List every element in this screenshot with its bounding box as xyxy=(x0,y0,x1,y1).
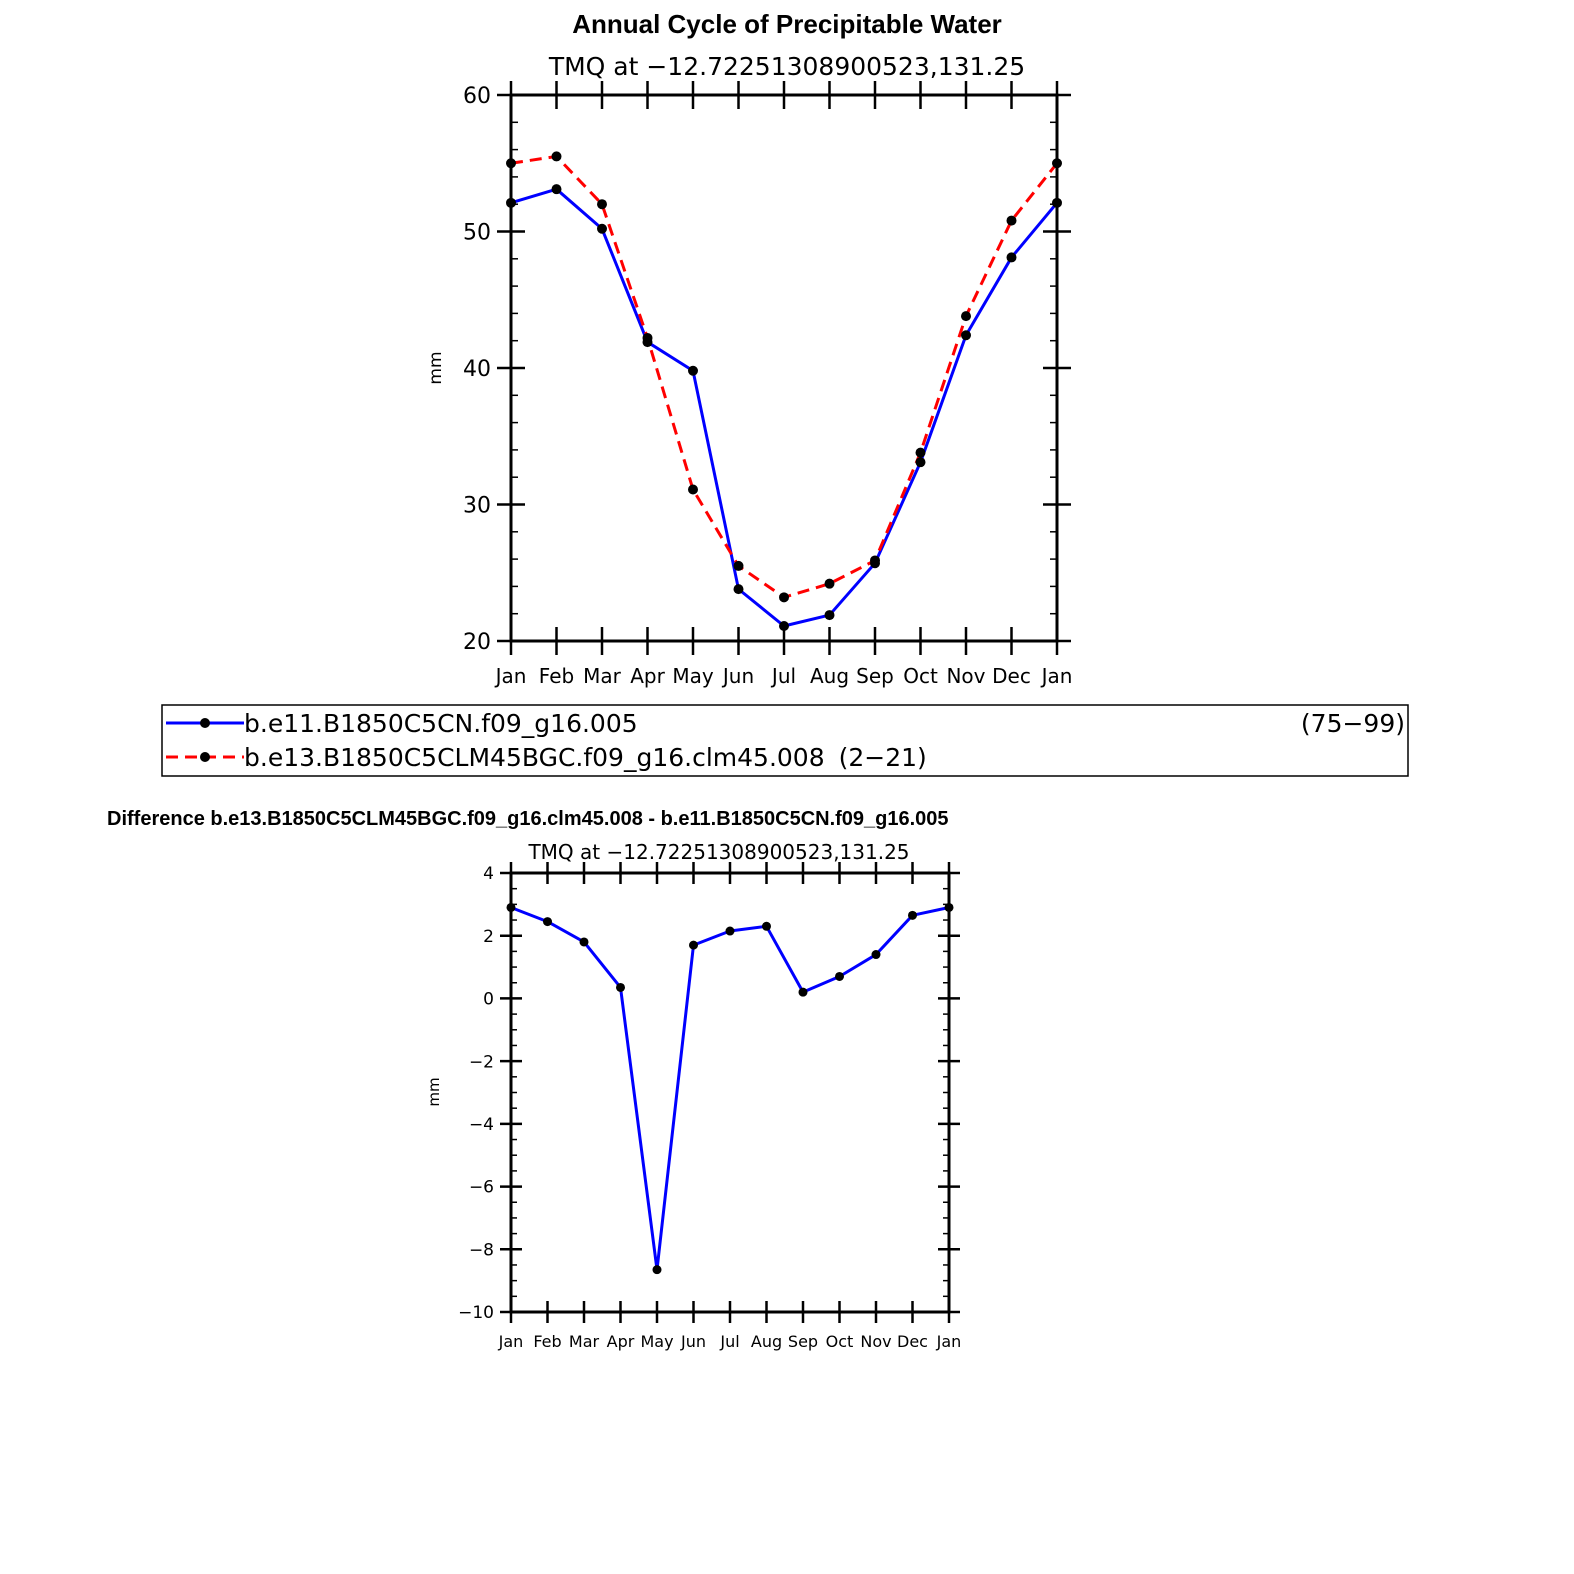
chart1-series2-point xyxy=(597,199,607,210)
chart1-series2-point xyxy=(506,158,516,169)
chart1-xtick-label: Aug xyxy=(810,664,849,688)
chart1-xtick-label: Dec xyxy=(992,664,1031,688)
chart2-series1-point xyxy=(689,940,698,950)
chart2-series1-point xyxy=(871,950,881,960)
chart1-series2-point xyxy=(824,578,835,589)
legend-series1-marker xyxy=(200,718,210,728)
chart2-xtick-label: Oct xyxy=(826,1332,854,1351)
chart2-plot-area: −10 −8 −6 −4 −2 0 2 4 Jan Feb Mar Apr May Jun Jul Aug Se… xyxy=(458,862,961,1351)
chart1-series1-point xyxy=(824,610,835,621)
chart1-xtick-label: Feb xyxy=(539,664,574,688)
chart1-series1-point xyxy=(961,330,971,341)
chart2-ytick-label: −8 xyxy=(469,1240,494,1260)
chart2-series1-point xyxy=(543,917,552,927)
chart1-xtick-label: May xyxy=(672,664,714,688)
chart2-ytick-label: −4 xyxy=(469,1115,494,1135)
chart1-plot-area: 20 30 40 50 60 Jan Feb Mar Apr May Jun Jul Aug Sep Oct… xyxy=(463,81,1072,688)
chart2-series1-point xyxy=(908,910,917,920)
chart1-series1-point xyxy=(597,223,607,234)
chart2-ytick-label: 4 xyxy=(483,864,494,884)
chart2-series1-point xyxy=(798,987,808,997)
chart2-xtick-label: May xyxy=(640,1332,673,1351)
chart1-series1-point xyxy=(779,620,789,631)
chart1-series1-point xyxy=(1052,197,1062,208)
chart2-xtick-label: Jan xyxy=(498,1332,524,1351)
chart1-ylabel: mm xyxy=(426,351,446,384)
chart1-series1-point xyxy=(915,457,926,468)
legend-series2-name: b.e13.B1850C5CLM45BGC.f09_g16.clm45.008 xyxy=(244,743,825,772)
chart2-xtick-label: Sep xyxy=(788,1332,818,1351)
chart1-series1-point xyxy=(1006,252,1017,263)
chart1-frame xyxy=(509,93,1059,643)
chart2-ytick-label: −2 xyxy=(469,1052,494,1072)
chart1-series2-point xyxy=(961,311,971,322)
chart1-ytick-label: 30 xyxy=(463,493,491,518)
chart2-series1-point xyxy=(652,1265,662,1275)
chart2-ytick-label: −6 xyxy=(469,1178,494,1198)
chart2-series1-point xyxy=(616,982,625,992)
chart1-xtick-label: Mar xyxy=(583,664,622,688)
chart2-series1-point xyxy=(579,937,589,947)
chart1-ytick-label: 40 xyxy=(463,357,491,382)
chart2-ylabel: mm xyxy=(425,1077,443,1106)
chart2-series-line-1 xyxy=(510,906,950,1272)
chart2-ytick-label: 2 xyxy=(483,927,494,947)
legend-series2-years: (2−21) xyxy=(839,743,927,772)
chart1-xtick-label: Jan xyxy=(1040,664,1073,688)
chart1-xtick-label: Nov xyxy=(946,664,985,688)
legend-series1-years: (75−99) xyxy=(1301,709,1405,738)
chart2-ytick-label: −10 xyxy=(458,1303,494,1323)
chart1-series2-point xyxy=(733,560,744,571)
chart1-series2-point xyxy=(915,447,926,458)
legend-series2-label: b.e13.B1850C5CLM45BGC.f09_g16.clm45.008 (… xyxy=(244,743,927,772)
chart1-subtitle: TMQ at −12.72251308900523,131.25 xyxy=(548,52,1025,81)
chart2-subtitle: TMQ at −12.72251308900523,131.25 xyxy=(527,840,909,864)
chart2-series1-point xyxy=(506,902,516,912)
chart1-series1-point xyxy=(733,584,744,595)
chart2-xtick-label: Apr xyxy=(607,1332,635,1351)
chart1-series2-point xyxy=(779,592,789,603)
chart2-xtick-label: Mar xyxy=(569,1332,600,1351)
legend: b.e11.B1850C5CN.f09_g16.005 (75−99) b.e1… xyxy=(161,704,1409,777)
legend-box xyxy=(161,704,1409,777)
chart1-series2-point xyxy=(1006,215,1017,226)
chart1-xtick-label: Oct xyxy=(903,664,938,688)
chart1-series1-point xyxy=(551,184,562,195)
chart2-xtick-label: Nov xyxy=(860,1332,891,1351)
chart2-xtick-label: Dec xyxy=(897,1332,928,1351)
legend-series1-label: b.e11.B1850C5CN.f09_g16.005 xyxy=(244,709,638,738)
chart1-series2-point xyxy=(1052,158,1062,169)
legend-series2-marker xyxy=(200,752,210,762)
chart2-xtick-label: Jan xyxy=(936,1332,962,1351)
chart1-xtick-label: Jul xyxy=(770,664,796,688)
chart1-series-line-1 xyxy=(510,187,1059,628)
chart2-xtick-label: Feb xyxy=(533,1332,561,1351)
chart1-ytick-label: 20 xyxy=(463,630,491,655)
chart1-series2-point xyxy=(551,151,562,162)
chart1-ytick-label: 60 xyxy=(463,84,491,109)
chart1-series1-point xyxy=(688,365,698,376)
chart1-xtick-label: Jun xyxy=(721,664,754,688)
chart1-series2-point xyxy=(642,332,653,343)
chart2-xtick-label: Jul xyxy=(719,1332,739,1351)
chart1-series1-point xyxy=(506,197,516,208)
chart1-xtick-label: Jan xyxy=(494,664,527,688)
chart2-series1-point xyxy=(725,926,735,936)
chart1-xtick-label: Apr xyxy=(630,664,665,688)
chart1-title: Annual Cycle of Precipitable Water xyxy=(572,9,1002,39)
chart2-title: Difference b.e13.B1850C5CLM45BGC.f09_g16… xyxy=(107,808,949,830)
chart2-series1-point xyxy=(835,971,844,981)
chart2-xtick-label: Aug xyxy=(751,1332,782,1351)
chart1-ytick-label: 50 xyxy=(463,220,491,245)
chart1-series2-point xyxy=(870,555,880,566)
chart2-xtick-label: Jun xyxy=(680,1332,706,1351)
chart1-series2-point xyxy=(688,484,698,495)
chart2-ytick-label: 0 xyxy=(483,990,494,1010)
chart2-series1-point xyxy=(944,902,954,912)
chart2-series1-point xyxy=(762,921,771,931)
chart1-xtick-label: Sep xyxy=(856,664,894,688)
